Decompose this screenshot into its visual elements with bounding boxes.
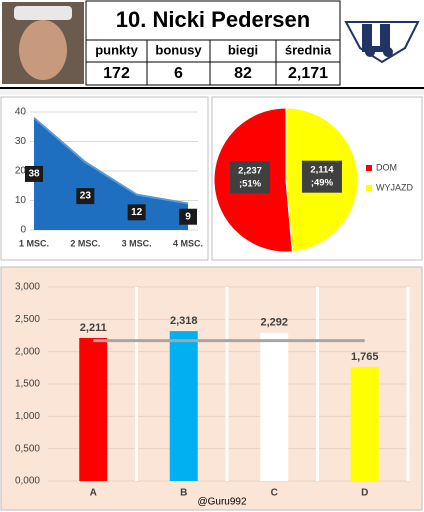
y-tick-label: 2,500 [15,314,40,325]
stat-label: bonusy [155,42,202,57]
legend-label: DOM [376,162,397,172]
y-tick-label: 40 [15,107,27,118]
y-tick-label: 2,000 [15,346,40,357]
y-tick-label: 0,000 [15,476,40,487]
area-line [33,117,189,205]
label-box [230,161,271,194]
y-tick-label: 1,500 [15,379,40,390]
stat-label: punkty [95,42,138,57]
label-box [127,204,146,221]
bar [169,331,198,481]
data-label: 12 [131,207,143,218]
logo [344,21,420,64]
data-label: 1,765 [351,351,379,363]
stat-value: 172 [103,65,130,82]
x-tick-label: 3 MSC. [122,238,152,248]
label-box [76,188,95,205]
x-tick-label: C [271,488,278,499]
photo-face [19,20,67,80]
separator [0,87,424,89]
watermark: @Guru992 [197,497,247,508]
y-tick-label: 30 [15,136,27,147]
stat-label: biegi [228,42,258,57]
legend-label: WYJAZD [376,182,413,192]
y-tick-label: 1,000 [15,411,40,422]
bar [79,338,108,481]
x-tick-label: 1 MSC. [19,238,49,248]
data-label: 23 [80,191,92,202]
y-tick-label: 3,000 [15,282,40,293]
x-tick-label: D [361,488,368,499]
label-box [25,165,43,182]
legend-swatch [366,165,372,171]
name-box [85,0,341,86]
player-name: 10. Nicki Pedersen [116,7,310,32]
x-tick-label: A [90,488,97,499]
y-tick-label: 0,500 [15,443,40,454]
bar [260,332,289,481]
legend-swatch [366,185,372,191]
data-label: 2,237 ;51% [238,165,262,189]
stat-value: 82 [234,65,252,82]
x-tick-label: 4 MSC. [173,238,203,248]
x-tick-label: 2 MSC. [70,238,100,248]
y-tick-label: 20 [15,166,27,177]
y-tick-label: 0 [20,225,26,236]
label-box [179,208,197,225]
photo-cap [14,6,72,20]
stat-value: 6 [174,65,183,82]
stat-value: 2,171 [288,65,328,82]
label-box [301,160,342,193]
data-label: 2,318 [170,315,198,327]
data-label: 9 [185,211,191,222]
data-label: 2,211 [80,322,107,334]
stat-label: średnia [285,42,332,57]
separator-strip [0,89,424,95]
data-label: 2,292 [260,317,288,329]
bar [350,366,379,481]
y-tick-label: 10 [15,195,27,206]
data-label: 38 [28,169,40,180]
area [34,117,188,230]
x-tick-label: B [180,488,187,499]
data-label: 2,114 ;49% [310,164,334,188]
